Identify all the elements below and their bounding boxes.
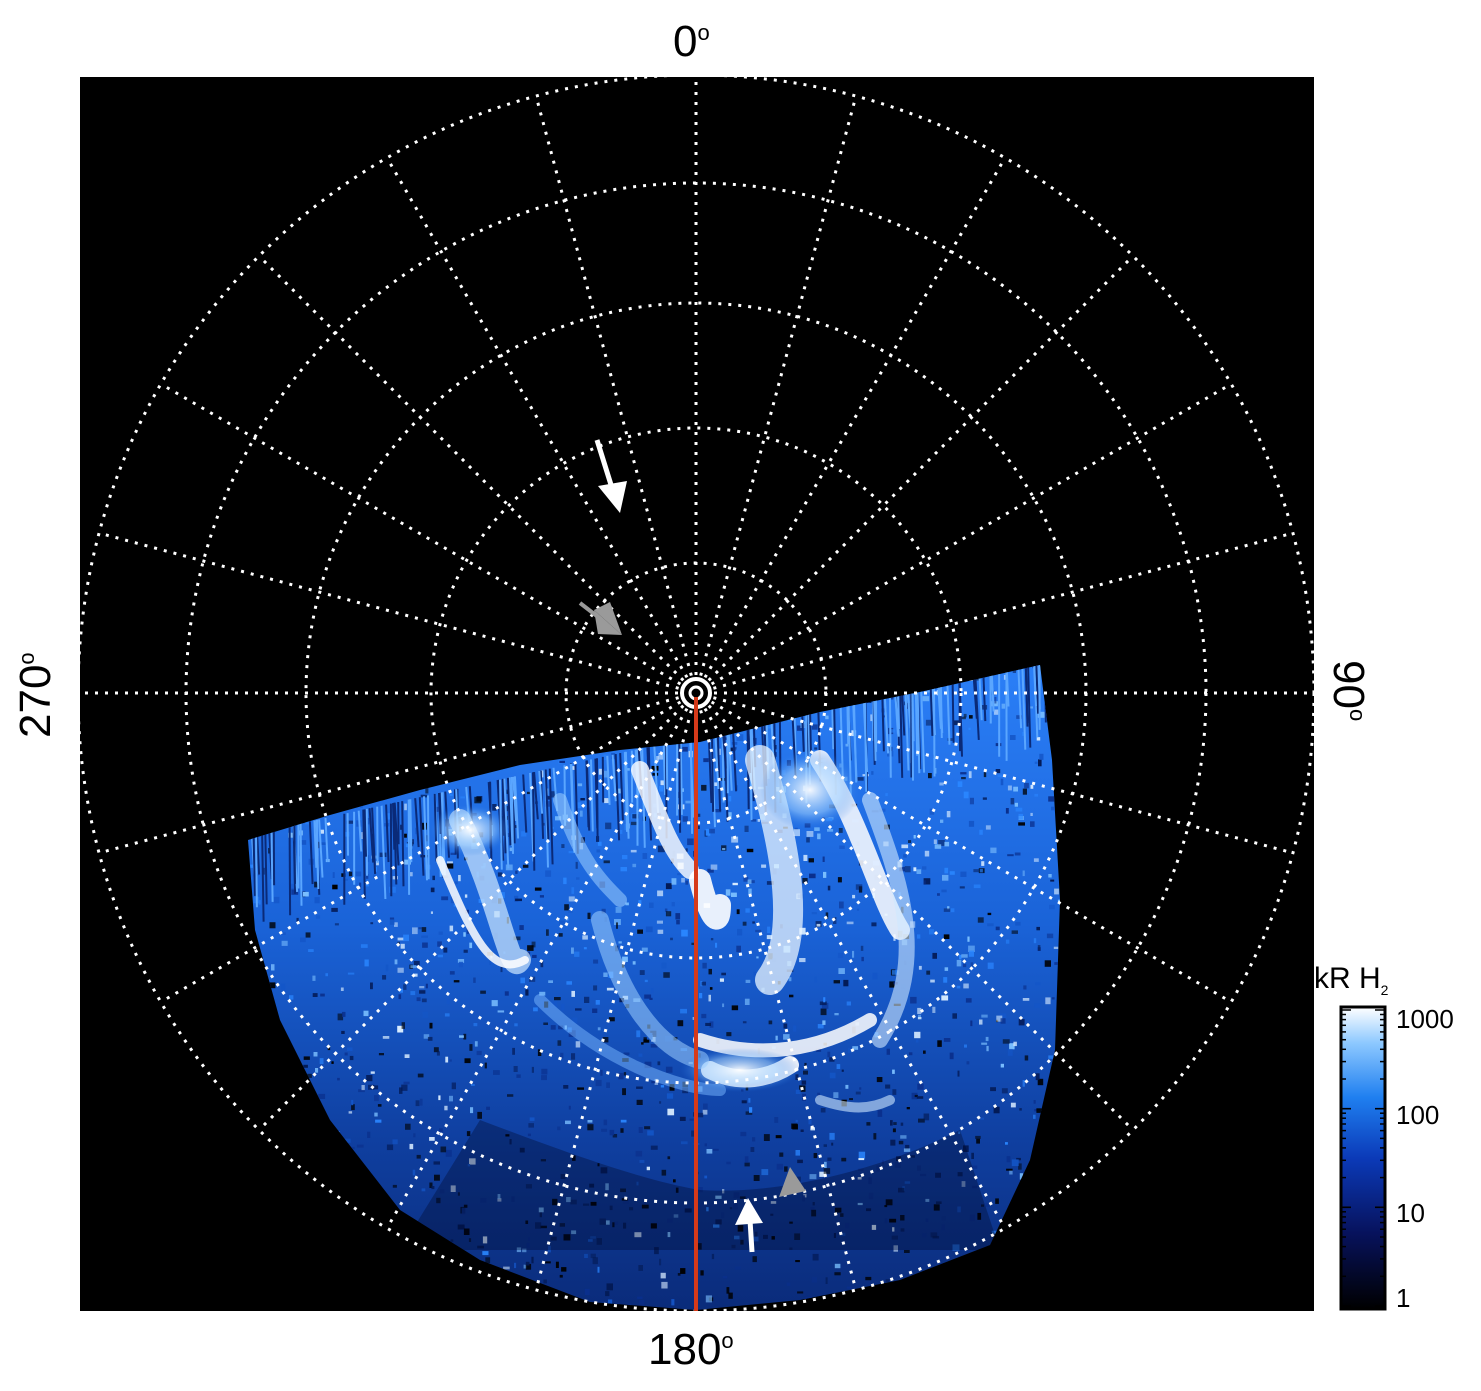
colorbar bbox=[1341, 1007, 1385, 1309]
colorbar-tick-label: 1 bbox=[1396, 1285, 1410, 1311]
colorbar-title: kR H2 bbox=[1314, 962, 1388, 998]
colorbar-tick-label: 100 bbox=[1396, 1102, 1439, 1128]
label-0-degrees: 0o bbox=[673, 20, 710, 64]
label-180-degrees: 180o bbox=[648, 1328, 734, 1372]
label-90-degrees: 90o bbox=[1326, 660, 1370, 721]
colorbar-gradient bbox=[1341, 1007, 1385, 1309]
colorbar-tick-label: 10 bbox=[1396, 1200, 1425, 1226]
colorbar-tick-label: 1000 bbox=[1396, 1006, 1454, 1032]
label-270-degrees: 270o bbox=[14, 652, 58, 738]
